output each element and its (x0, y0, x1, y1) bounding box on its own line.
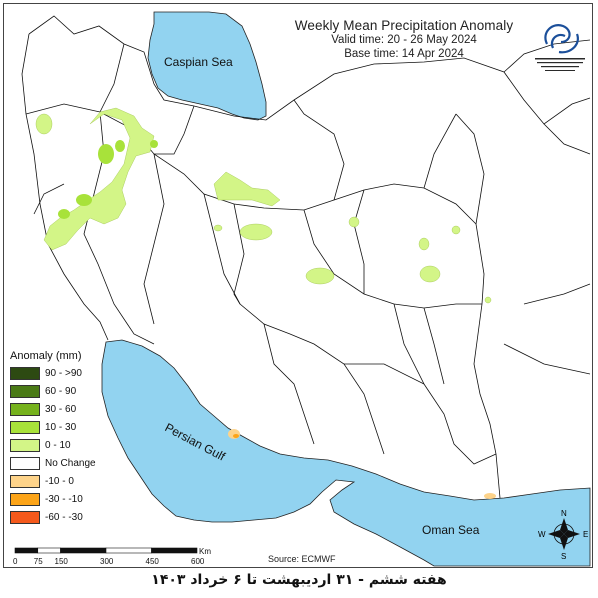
legend-swatch (10, 384, 40, 398)
source-label: Source: ECMWF (268, 554, 336, 564)
meteorology-org-logo-icon (535, 24, 585, 71)
scale-segment (14, 547, 39, 554)
scale-tick-label: 600 (191, 557, 205, 566)
title-block: Weekly Mean Precipitation Anomaly Valid … (254, 18, 554, 61)
legend-label: -30 - -10 (45, 493, 83, 505)
scale-tick-label: 75 (34, 557, 43, 566)
legend-label: 10 - 30 (45, 421, 77, 433)
scale-segment (105, 547, 152, 554)
scale-segment (151, 547, 198, 554)
scale-segment (60, 547, 107, 554)
compass-n: N (561, 509, 567, 518)
scale-tick-label: 0 (13, 557, 18, 566)
legend-item: 10 - 30 (10, 418, 110, 436)
anomaly-patches-negative (228, 429, 496, 499)
scale-tick-label: 300 (100, 557, 114, 566)
legend: Anomaly (mm) 90 - >90 60 - 90 30 - 60 10 - … (10, 350, 110, 526)
anomaly-patches-10-30 (58, 140, 158, 219)
legend-label: 90 - >90 (45, 367, 82, 379)
legend-swatch (10, 402, 40, 416)
legend-item: -60 - -30 (10, 508, 110, 526)
legend-label: 0 - 10 (45, 439, 71, 451)
compass-e: E (583, 530, 588, 539)
legend-item: -10 - 0 (10, 472, 110, 490)
legend-swatch (10, 366, 40, 380)
valid-time: Valid time: 20 - 26 May 2024 (331, 34, 477, 46)
legend-item: 90 - >90 (10, 364, 110, 382)
legend-title: Anomaly (mm) (10, 350, 82, 362)
legend-item: No Change (10, 454, 110, 472)
legend-rows: 90 - >90 60 - 90 30 - 60 10 - 30 0 - 10 No Ch… (10, 364, 110, 526)
legend-swatch (10, 456, 40, 470)
legend-label: -60 - -30 (45, 511, 83, 523)
precipitation-map: Caspian Sea Persian Gulf Oman Sea (21, 11, 591, 567)
scale-tick-label: 150 (55, 557, 69, 566)
base-time: Base time: 14 Apr 2024 (344, 48, 464, 60)
caspian-sea (147, 11, 267, 121)
legend-swatch (10, 510, 40, 524)
legend-swatch (10, 420, 40, 434)
legend-item: 60 - 90 (10, 382, 110, 400)
legend-label: 30 - 60 (45, 403, 77, 415)
map-title: Weekly Mean Precipitation Anomaly (294, 18, 514, 33)
anomaly-patches-0-10 (35, 107, 492, 304)
compass-s: S (561, 552, 566, 561)
legend-swatch (10, 492, 40, 506)
map-frame: Caspian Sea Persian Gulf Oman Sea (3, 3, 593, 568)
persian-week-caption: هفته ششم - ۳۱ اردیبهشت تا ۶ خرداد ۱۴۰۳ (151, 572, 447, 588)
legend-swatch (10, 474, 40, 488)
province-borders (21, 15, 591, 499)
scale-segment (37, 547, 61, 554)
legend-label: 60 - 90 (45, 385, 77, 397)
legend-label: No Change (45, 457, 96, 469)
legend-item: 30 - 60 (10, 400, 110, 418)
caspian-sea-label: Caspian Sea (164, 55, 233, 69)
persian-gulf-oman-sea (101, 339, 591, 567)
oman-sea-label: Oman Sea (422, 523, 480, 537)
legend-label: -10 - 0 (45, 475, 74, 487)
scale-unit: Km (199, 547, 211, 556)
compass-rose: N S W E (538, 509, 588, 561)
compass-w: W (538, 530, 546, 539)
legend-swatch (10, 438, 40, 452)
legend-item: 0 - 10 (10, 436, 110, 454)
scale-tick-label: 450 (146, 557, 160, 566)
legend-item: -30 - -10 (10, 490, 110, 508)
